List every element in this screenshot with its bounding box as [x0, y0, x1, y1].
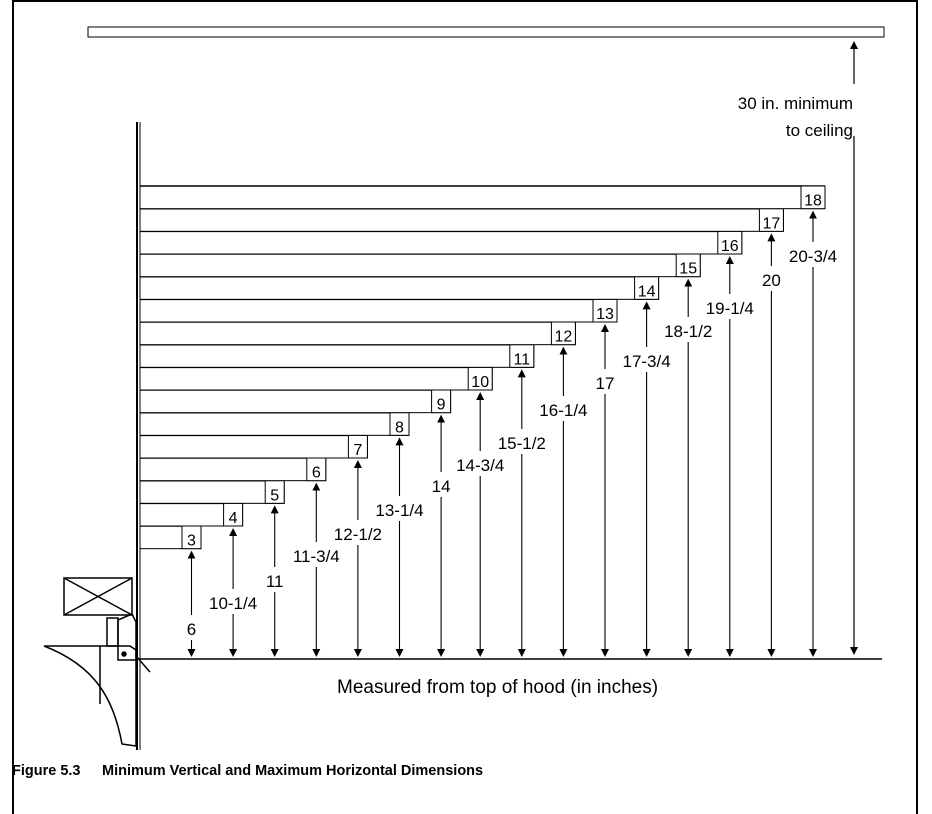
shelf-bar — [139, 480, 285, 504]
figure-frame — [12, 0, 918, 814]
ceiling-bar — [87, 26, 885, 38]
ceiling-note-line-1: 30 in. minimum — [738, 94, 853, 113]
vertical-dimension-label: 6 — [187, 620, 196, 639]
horizontal-dimension-label: 9 — [437, 397, 446, 414]
horizontal-dimension-label: 5 — [270, 487, 279, 504]
horizontal-dimension-label: 17 — [763, 215, 781, 232]
vertical-dimension-label: 20 — [762, 271, 781, 290]
figure-title: Minimum Vertical and Maximum Horizontal … — [102, 763, 484, 779]
shelf-bar — [139, 344, 535, 368]
shelf-bar — [139, 185, 826, 210]
horizontal-dimension-label: 8 — [395, 419, 404, 436]
vertical-dimension-label: 17-3/4 — [622, 352, 670, 371]
horizontal-dimension-label: 16 — [721, 238, 739, 255]
horizontal-dimension-label: 12 — [555, 329, 573, 346]
vertical-dimension-label: 16-1/4 — [539, 401, 587, 420]
shelf-bar — [139, 276, 660, 300]
shelf-bar — [139, 412, 410, 436]
vertical-dimension-label: 14 — [432, 477, 451, 496]
shelf-bar — [139, 208, 784, 232]
shelf-bar — [139, 230, 743, 255]
horizontal-dimension-label: 7 — [353, 442, 362, 459]
vertical-dimension-label: 11 — [266, 572, 284, 591]
figure-number: Figure 5.3 — [12, 763, 81, 779]
shelf-bar — [139, 457, 327, 482]
shelf-bar — [139, 253, 701, 278]
vertical-dimension-label: 20-3/4 — [789, 247, 837, 266]
shelf-bar — [139, 389, 452, 414]
range-hood-icon — [43, 577, 151, 747]
vertical-dimension-label: 18-1/2 — [664, 322, 712, 341]
vertical-dimension-label: 19-1/4 — [706, 299, 754, 318]
shelf-bar — [139, 434, 368, 459]
horizontal-dimension-label: 4 — [229, 510, 238, 527]
ceiling-note-line-2: to ceiling — [786, 121, 853, 140]
vertical-dimension-label: 11-3/4 — [293, 547, 340, 566]
dimension-marks: 3 6 4 10-1/4 5 11 6 11-3/4 7 12-1/2 8 13-1/4 9 14 10 14… — [139, 185, 837, 657]
horizontal-dimension-label: 13 — [596, 306, 614, 323]
horizontal-tag-box — [800, 185, 826, 210]
horizontal-dimension-label: 11 — [513, 351, 530, 368]
vertical-dimension-label: 17 — [596, 374, 615, 393]
horizontal-dimension-label: 6 — [312, 465, 321, 482]
vertical-dimension-label: 13-1/4 — [375, 501, 423, 520]
vertical-dimension-label: 10-1/4 — [209, 594, 257, 613]
horizontal-dimension-label: 18 — [804, 193, 822, 210]
horizontal-dimension-label: 10 — [471, 374, 489, 391]
vertical-dimension-label: 12-1/2 — [334, 525, 382, 544]
shelf-bar — [139, 366, 493, 391]
horizontal-dimension-label: 15 — [679, 261, 697, 278]
shelf-bar — [139, 298, 618, 323]
horizontal-dimension-label: 14 — [638, 283, 656, 300]
shelf-bar — [139, 321, 576, 346]
vertical-dimension-label: 14-3/4 — [456, 456, 504, 475]
baseline-note: Measured from top of hood (in inches) — [337, 677, 658, 698]
horizontal-dimension-label: 3 — [187, 533, 196, 550]
figure-caption: Figure 5.3 Minimum Vertical and Maximum H… — [12, 763, 483, 779]
vertical-dimension-label: 15-1/2 — [498, 434, 546, 453]
